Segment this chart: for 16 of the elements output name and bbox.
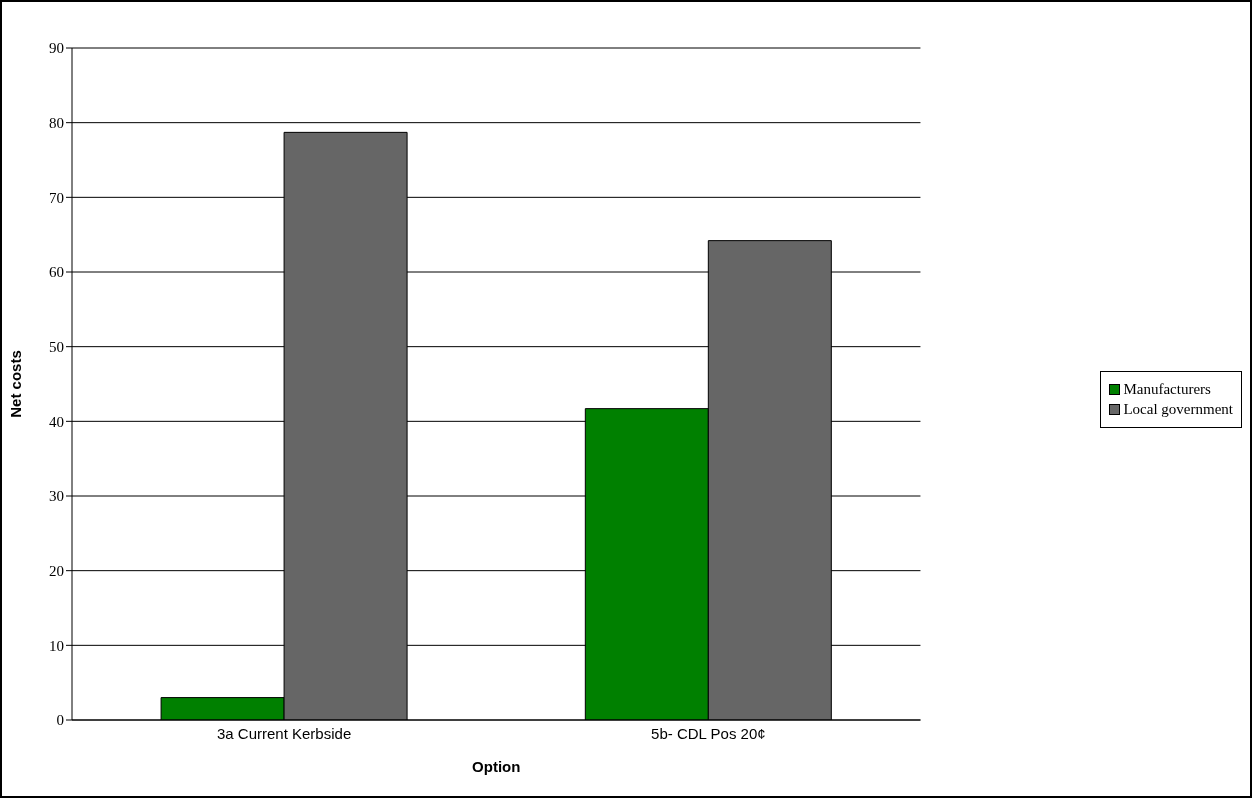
y-tick-label: 40	[49, 413, 64, 430]
y-tick-label: 70	[49, 189, 64, 206]
y-axis-title: Net costs	[7, 350, 25, 418]
y-tick-label: 80	[49, 114, 64, 131]
y-tick-label: 30	[49, 488, 64, 505]
x-axis-title: Option	[472, 758, 521, 775]
y-tick-label: 90	[49, 40, 64, 57]
y-tick-label: 20	[49, 562, 64, 579]
y-tick-label: 50	[49, 338, 64, 355]
y-tick-label: 60	[49, 264, 64, 281]
y-tick-label: 10	[49, 637, 64, 654]
x-tick-label: 5b- CDL Pos 20¢	[651, 724, 766, 742]
x-tick-label: 3a Current Kerbside	[216, 724, 352, 742]
legend-label: Manufacturers	[1122, 380, 1212, 398]
y-tick-label: 0	[56, 712, 64, 729]
legend-label: Local government	[1122, 400, 1233, 418]
